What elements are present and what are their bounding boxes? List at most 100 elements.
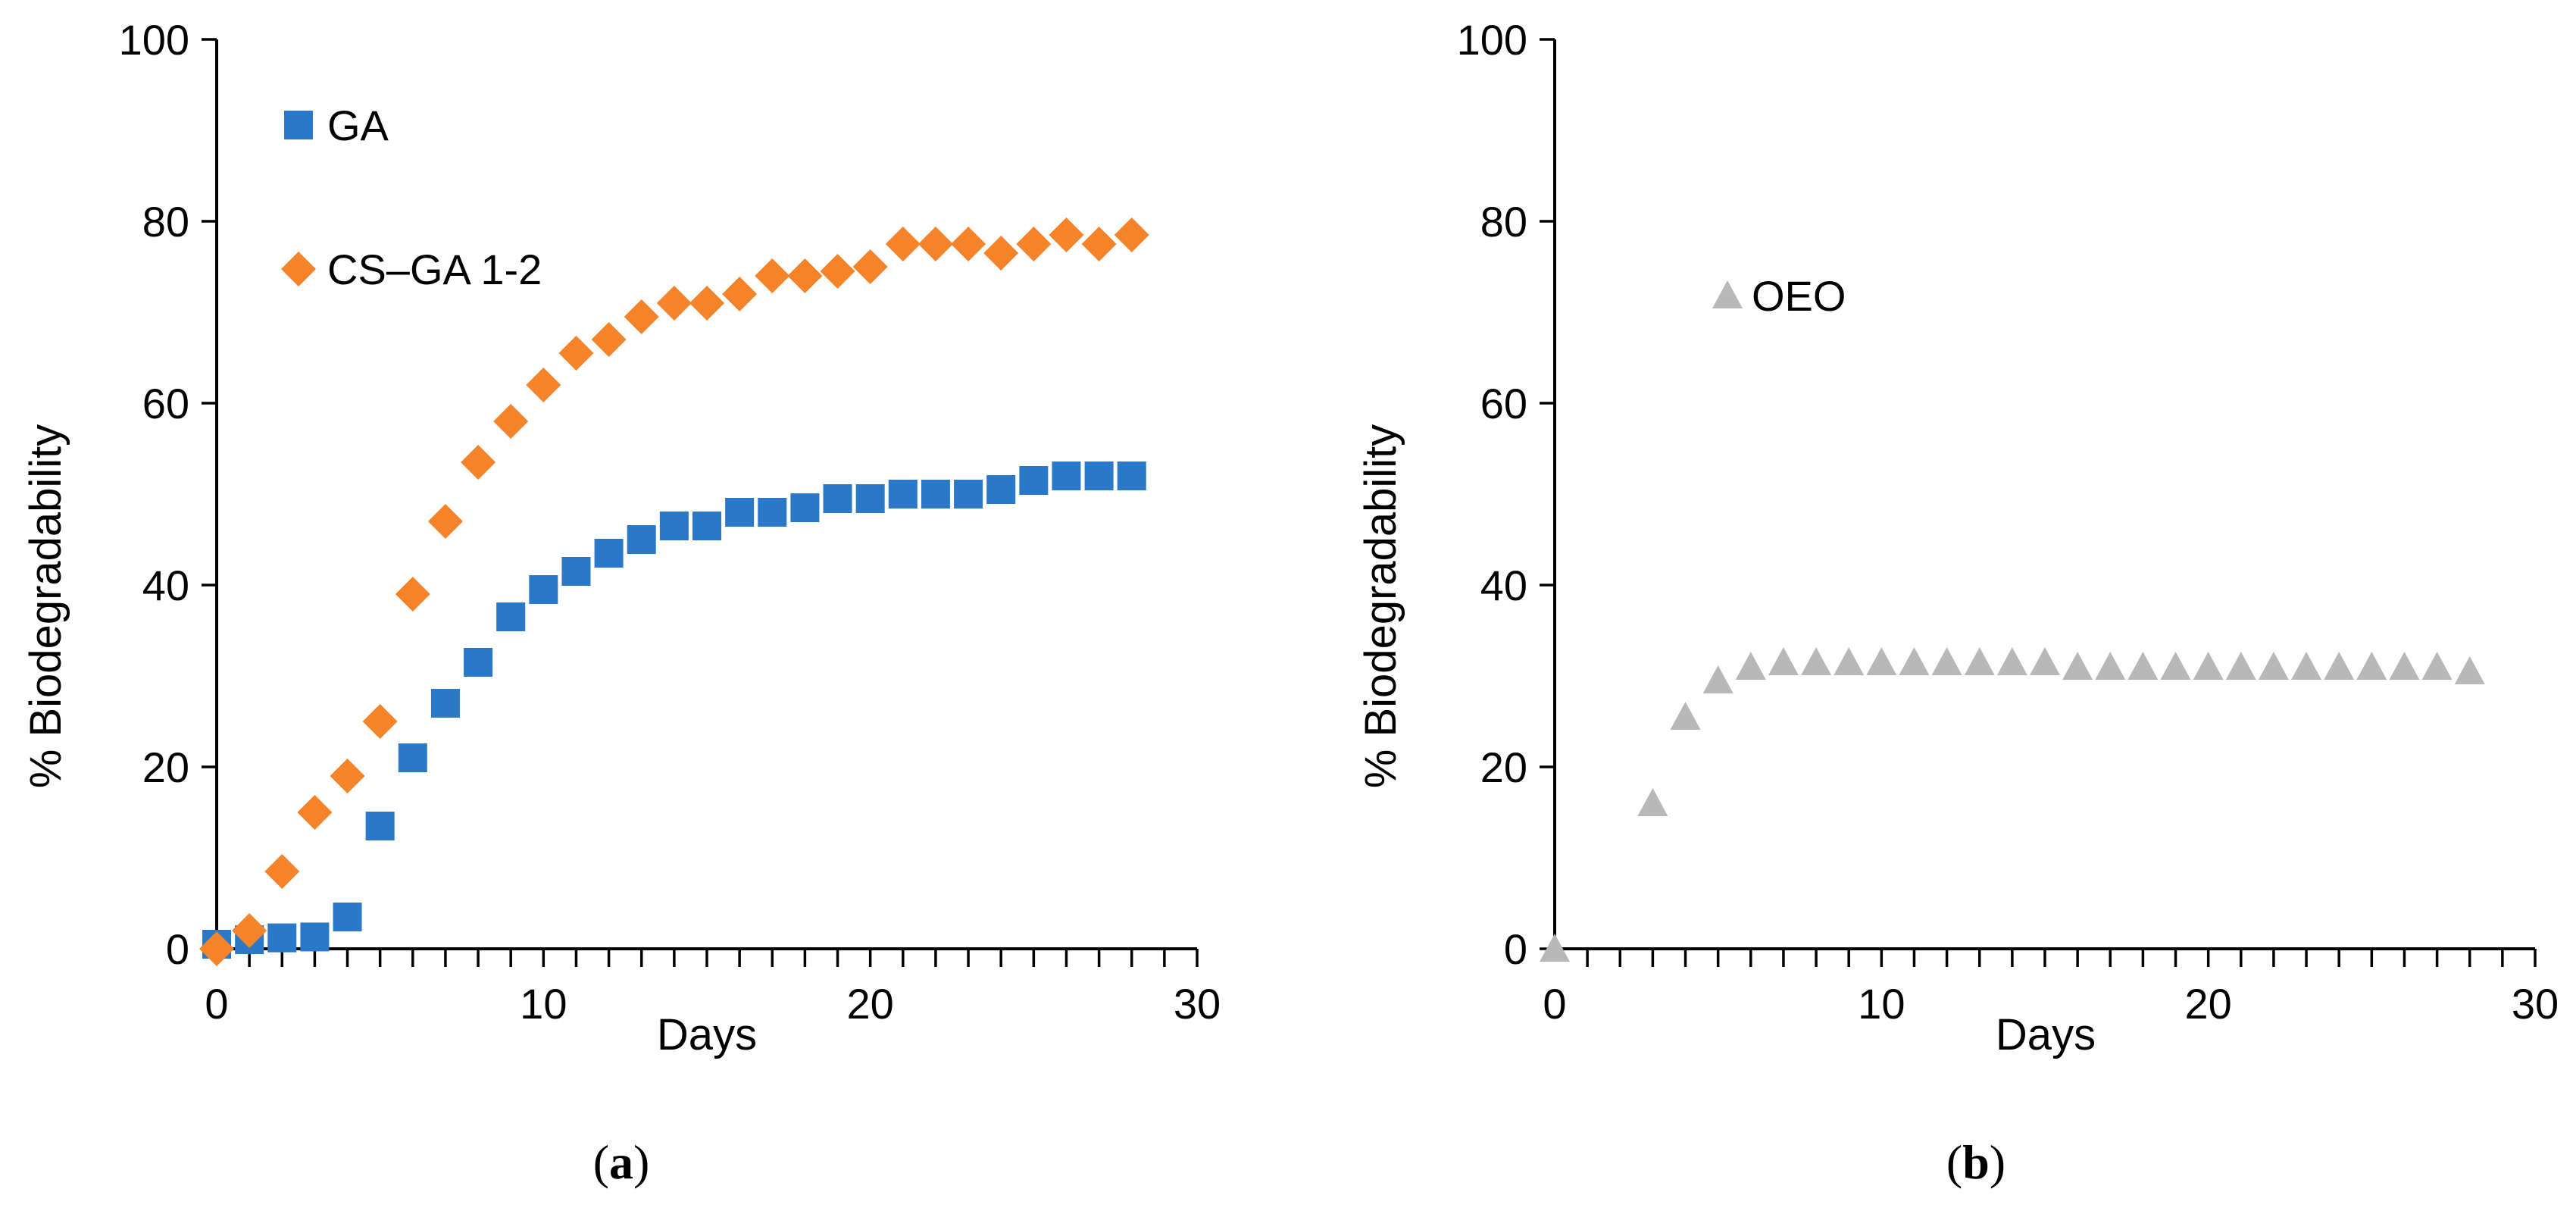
panel-a-x-tick-label-2: 20 (847, 980, 894, 1028)
panel-a-cs-ga-1-2-point-2 (264, 854, 300, 889)
panel-a-cs-ga-1-2-point-25 (1016, 227, 1052, 261)
panel-a-cs-ga-1-2-point-21 (885, 227, 921, 261)
panel-b-oeo-point-24 (2389, 652, 2420, 680)
panel-a-cs-ga-1-2-point-17 (755, 258, 790, 293)
panel-a-ga-point-6 (398, 743, 427, 772)
panel-a-x-tick-label-3: 30 (1174, 980, 1221, 1028)
panel-a-ga-point-11 (561, 557, 591, 586)
panel-a-chart: % Biodegradability Days 0 20 40 60 80 100 0 10 2… (21, 16, 1221, 1189)
panel-a-ga-point-3 (300, 922, 330, 952)
panel-a-y-tick-label-1: 20 (142, 743, 189, 791)
panel-a-cs-ga-1-2-legend-marker (281, 252, 316, 286)
panel-b-chart: % Biodegradability Days 0 20 40 60 80 100 0 10 2… (1356, 16, 2559, 1189)
panel-a-cs-ga-1-2-point-7 (427, 504, 463, 539)
panel-a-cs-ga-1-2-point-23 (951, 227, 986, 261)
panel-b-label: (b) (1946, 1135, 2005, 1189)
panel-a-ga-point-24 (986, 475, 1016, 504)
panel-b-oeo-point-7 (1834, 647, 1865, 675)
panel-a-y-tick-label-3: 60 (142, 380, 189, 427)
panel-b-oeo-legend-label: OEO (1752, 272, 1846, 320)
panel-b-oeo-point-10 (1931, 647, 1962, 675)
panel-a-cs-ga-1-2-point-28 (1114, 217, 1149, 252)
panel-b-data-marks (1540, 647, 2485, 962)
panel-a-ga-point-27 (1084, 462, 1114, 490)
panel-a-x-tick-label-0: 0 (205, 980, 228, 1028)
panel-b-oeo-point-2 (1670, 702, 1701, 730)
panel-b-oeo-point-14 (2062, 652, 2093, 680)
panel-a-ga-legend-marker (284, 111, 313, 139)
panel-a-ga-point-17 (758, 498, 787, 527)
panel-b-x-tick-label-3: 30 (2512, 980, 2559, 1028)
panel-b-legend: OEO (1712, 272, 1846, 320)
panel-a-cs-ga-1-2-point-10 (526, 368, 561, 402)
panel-a-ga-point-2 (267, 923, 297, 953)
panel-a-ga-point-10 (529, 575, 558, 604)
panel-a-ga-point-20 (855, 484, 885, 513)
panel-b-y-tick-label-2: 40 (1480, 562, 1527, 609)
panel-b-x-tick-label-1: 10 (1858, 980, 1905, 1028)
panel-a-cs-ga-1-2-point-24 (983, 236, 1019, 271)
panel-a-ga-point-5 (365, 812, 395, 840)
panel-a-cs-ga-1-2-point-26 (1049, 217, 1084, 252)
panel-a-label-letter: a (609, 1135, 633, 1189)
panel-a-cs-ga-1-2-point-8 (461, 445, 496, 480)
panel-a-ga-point-23 (954, 480, 983, 508)
panel-a-ga-point-12 (594, 539, 624, 568)
panel-b-oeo-point-6 (1801, 647, 1832, 675)
panel-a-ga-point-4 (333, 903, 362, 931)
panel-a-label: (a) (593, 1135, 650, 1189)
panel-b-y-axis-title: % Biodegradability (1356, 424, 1405, 788)
panel-b-oeo-point-26 (2454, 656, 2485, 684)
panel-b-oeo-point-20 (2258, 652, 2289, 680)
panel-b-x-axis-title: Days (1996, 1010, 2096, 1059)
panel-a-ga-legend-label: GA (327, 102, 389, 149)
panel-b-oeo-point-17 (2160, 652, 2191, 680)
panel-b-oeo-point-22 (2324, 652, 2355, 680)
panel-a-y-tick-label-4: 80 (142, 198, 189, 246)
panel-a-x-axis-title: Days (657, 1010, 757, 1059)
panel-a-y-tick-label-5: 100 (119, 16, 189, 64)
panel-a-cs-ga-1-2-point-3 (297, 795, 333, 830)
panel-b-oeo-point-3 (1702, 665, 1733, 693)
panel-a-ga-point-19 (823, 484, 852, 513)
panel-b-oeo-point-19 (2225, 652, 2256, 680)
panel-a-ga-point-8 (464, 648, 493, 677)
panel-b-y-tick-label-4: 80 (1480, 198, 1527, 246)
panel-a-ticks: 0 20 40 60 80 100 0 10 20 30 (119, 16, 1221, 1028)
panel-b-oeo-point-11 (1964, 647, 1995, 675)
panel-a-cs-ga-1-2-point-11 (558, 336, 594, 371)
panel-a-ga-point-25 (1019, 466, 1049, 495)
panel-b-oeo-point-15 (2095, 652, 2126, 680)
panel-a-cs-ga-1-2-point-14 (656, 286, 692, 321)
panel-a-cs-ga-1-2-point-20 (852, 249, 888, 284)
panel-a-data-marks (199, 217, 1149, 966)
panel-b-y-tick-label-0: 0 (1504, 925, 1527, 973)
panel-b-x-tick-label-0: 0 (1543, 980, 1566, 1028)
panel-b-oeo-point-9 (1899, 647, 1930, 675)
panel-a-cs-ga-1-2-legend-label: CS–GA 1-2 (327, 246, 542, 293)
panel-a-cs-ga-1-2-point-16 (722, 277, 758, 311)
panel-a-ga-point-28 (1117, 462, 1146, 490)
panel-a-cs-ga-1-2-point-22 (918, 227, 953, 261)
panel-a-ga-point-26 (1052, 462, 1081, 490)
panel-a-ga-point-18 (790, 493, 820, 522)
panel-b-y-tick-label-1: 20 (1480, 743, 1527, 791)
panel-a-x-tick-label-1: 10 (520, 980, 567, 1028)
panel-a-y-axis-title: % Biodegradability (21, 424, 70, 788)
panel-b-oeo-legend-marker (1712, 280, 1743, 308)
panel-a-cs-ga-1-2-point-18 (787, 258, 823, 293)
panel-a-cs-ga-1-2-point-19 (820, 254, 855, 289)
panel-a-ga-point-13 (627, 525, 656, 554)
panel-a-y-tick-label-2: 40 (142, 562, 189, 609)
panel-b-oeo-point-5 (1768, 647, 1799, 675)
panel-a-cs-ga-1-2-point-9 (493, 404, 529, 439)
panel-a-legend: GA CS–GA 1-2 (281, 102, 542, 293)
panel-a-ga-point-7 (430, 689, 460, 718)
panel-a-cs-ga-1-2-point-27 (1081, 227, 1117, 261)
panel-a-cs-ga-1-2-point-12 (591, 322, 627, 357)
panel-a-ga-point-15 (692, 512, 721, 540)
panel-b-label-letter: b (1962, 1135, 1990, 1189)
panel-b-oeo-point-18 (2193, 652, 2224, 680)
panel-b-oeo-point-12 (1996, 647, 2027, 675)
